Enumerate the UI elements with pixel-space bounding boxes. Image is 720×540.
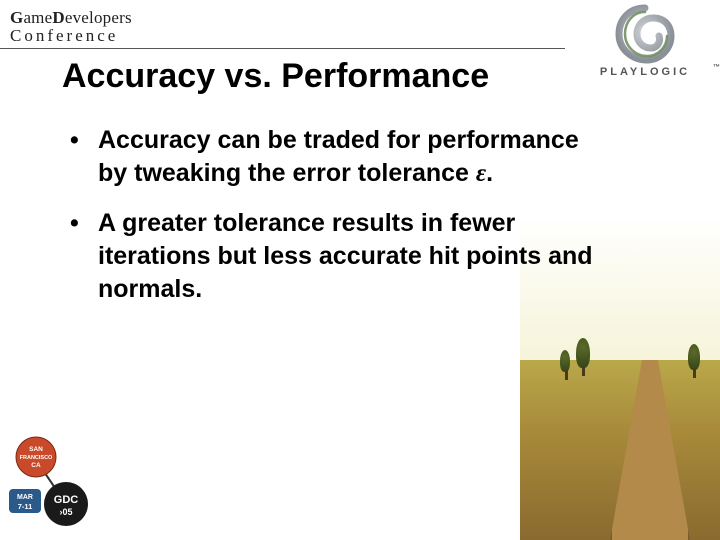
gdc-logo-line1: GameDevelopers — [10, 8, 132, 28]
bullet-list: Accuracy can be traded for performance b… — [62, 124, 660, 306]
bullet-item: Accuracy can be traded for performance b… — [84, 124, 604, 191]
background-tree — [688, 344, 700, 370]
gdc-logo: GameDevelopers Conference — [10, 8, 132, 46]
svg-text:GDC: GDC — [54, 494, 79, 506]
footer-badges: SAN FRANCISCO CA MAR 7-11 GDC ›05 — [6, 434, 116, 534]
svg-text:CA: CA — [31, 462, 41, 469]
badge-gdc05: GDC ›05 — [44, 482, 88, 526]
svg-text:MAR: MAR — [17, 494, 33, 501]
svg-text:›05: ›05 — [59, 507, 72, 517]
slide-header: GameDevelopers Conference — [0, 0, 565, 49]
svg-text:FRANCISCO: FRANCISCO — [20, 455, 53, 461]
slide-body: Accuracy vs. Performance Accuracy can be… — [0, 49, 720, 306]
background-tree — [576, 338, 590, 368]
svg-text:7-11: 7-11 — [18, 502, 33, 511]
bullet-item: A greater tolerance results in fewer ite… — [84, 207, 604, 307]
gdc-logo-line2: Conference — [10, 26, 132, 46]
background-tree — [560, 350, 570, 372]
playlogic-swirl-icon — [615, 4, 675, 64]
playlogic-logo: PLAYLOGIC — [580, 4, 710, 78]
badge-sanfrancisco: SAN FRANCISCO CA — [16, 437, 56, 477]
svg-text:SAN: SAN — [29, 446, 43, 453]
playlogic-text: PLAYLOGIC — [580, 66, 710, 78]
slide-title: Accuracy vs. Performance — [62, 57, 660, 96]
badge-date: MAR 7-11 — [9, 489, 41, 513]
